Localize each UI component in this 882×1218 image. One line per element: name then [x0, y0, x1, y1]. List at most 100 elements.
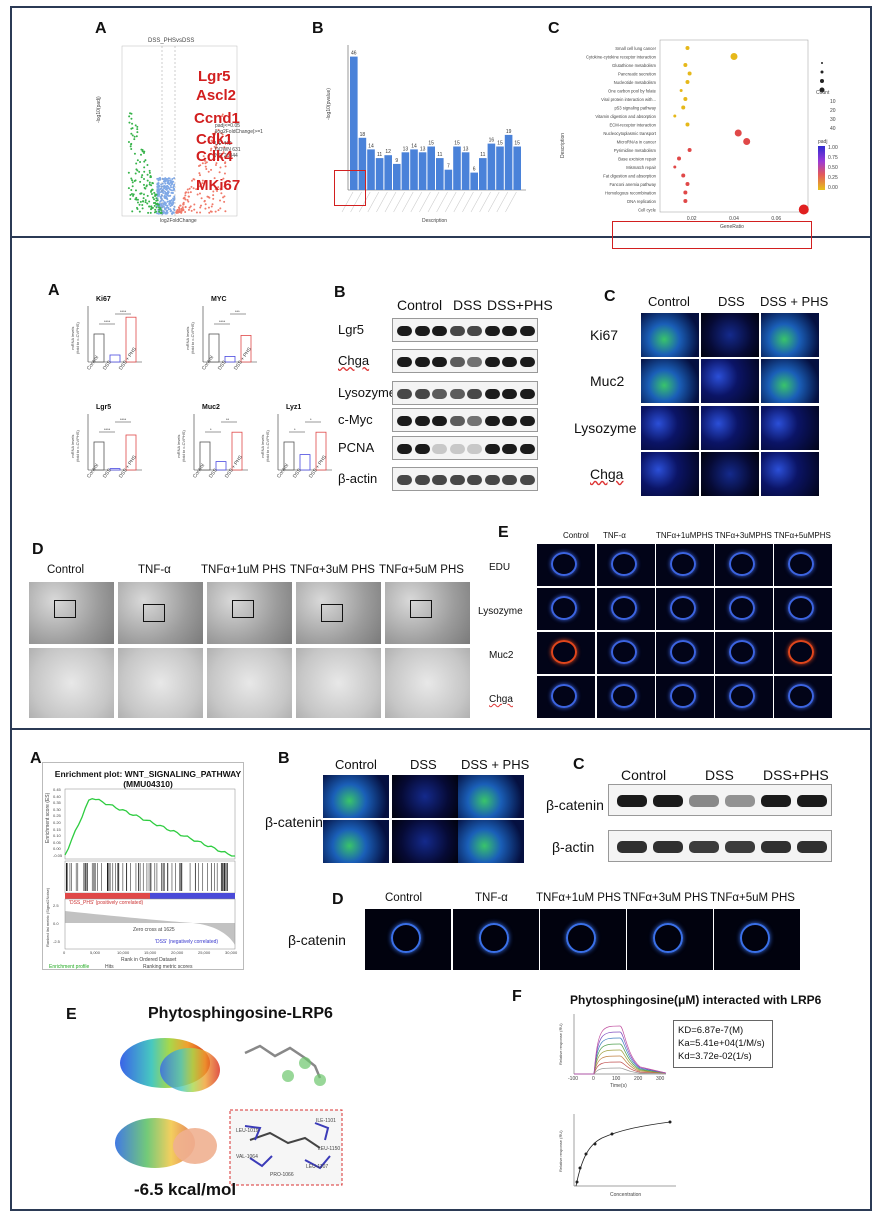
if-header-dss: DSS	[718, 294, 745, 309]
e2-image-tile	[774, 632, 832, 674]
organoid-header: TNFα+1uM PHS	[201, 564, 286, 576]
b3-image-tile	[392, 820, 458, 863]
volcano-point-ns	[164, 182, 167, 185]
b3-image-tile	[458, 775, 524, 818]
volcano-point-ns	[170, 186, 173, 189]
if-image-tile	[761, 359, 819, 403]
kegg-count-20: 20	[830, 108, 836, 114]
e2-header: TNFα+1uMPHS	[656, 531, 713, 540]
c3-band	[797, 795, 827, 807]
wb-band	[449, 444, 465, 454]
e2-image-tile	[537, 632, 595, 674]
wb-band	[484, 444, 500, 454]
volcano-point-up	[193, 178, 196, 181]
go-bar-value: 13	[420, 146, 426, 152]
kegg-dot	[685, 122, 690, 127]
wb-header-dssphs: DSS+PHS	[487, 297, 553, 313]
gene-label-cdk1: Cdk1	[196, 131, 233, 148]
d3-header: Control	[385, 892, 423, 904]
volcano-point-ns	[166, 181, 169, 184]
kegg-dot	[683, 97, 688, 101]
wb-blot-strip	[392, 349, 538, 373]
kegg-padj-title: padj	[818, 139, 828, 145]
volcano-point-down	[146, 173, 149, 176]
volcano-point-up	[221, 156, 224, 159]
volcano-point-ns	[165, 210, 168, 213]
kegg-dot	[730, 53, 738, 60]
spr-curve	[574, 1025, 667, 1075]
volcano-point-down	[144, 201, 147, 204]
organoid-zoom-box	[410, 600, 432, 618]
volcano-point-up	[223, 195, 226, 198]
c3-band	[725, 841, 755, 853]
spr-kd2: Kd=3.72e-02(1/s)	[678, 1051, 752, 1062]
qpcr-bar	[93, 333, 105, 363]
volcano-point-down	[131, 185, 134, 188]
volcano-point-down	[135, 168, 138, 171]
volcano-point-down	[130, 117, 133, 120]
wb-band	[397, 416, 412, 426]
e2-organoid-ring	[788, 596, 814, 620]
volcano-point-down	[141, 174, 144, 177]
e2-image-tile	[656, 544, 714, 586]
qpcr-chart: Muc2 * ** mRNA levels (fold to c-CVPHS) Cont…	[174, 400, 254, 500]
qpcr-svg: **** ****	[87, 414, 142, 471]
volcano-point-up	[204, 203, 207, 206]
volcano-point-ns	[162, 185, 165, 188]
go-bar-value: 18	[360, 132, 366, 138]
if-row-label: Chga	[590, 466, 624, 482]
go-bar	[444, 169, 453, 190]
volcano-point-down	[133, 152, 136, 155]
gsea-es-ylabel: Enrichment score (ES)	[45, 792, 51, 843]
go-bar	[410, 149, 418, 190]
qpcr-svg: ***	[193, 414, 248, 471]
volcano-point-down	[141, 207, 144, 210]
kegg-term-label: Homologous recombination	[605, 191, 657, 196]
volcano-point-down	[134, 124, 137, 127]
go-bar-chart: 46 18 14 11 12 9 13 14 13 15 11 7 15 13 6 11 16 15 19 15 -l…	[326, 40, 530, 225]
e2-organoid-ring	[788, 684, 814, 708]
kegg-term-label: Mismatch repair	[626, 165, 656, 170]
if-header-control: Control	[648, 294, 690, 309]
volcano-point-down	[156, 199, 159, 202]
volcano-point-down	[131, 179, 134, 182]
e2-header: Control	[563, 531, 589, 540]
wb-blot-strip	[392, 408, 538, 432]
volcano-point-down	[144, 199, 147, 202]
d3-image-tile	[540, 909, 626, 970]
volcano-point-up	[219, 207, 222, 210]
volcano-point-ns	[172, 185, 175, 188]
gsea-es-ytick: 0.30	[53, 806, 61, 812]
volcano-point-up	[199, 206, 202, 209]
volcano-point-down	[153, 211, 156, 214]
volcano-point-up	[177, 206, 180, 209]
go-xlabel-tick	[341, 191, 354, 213]
volcano-point-up	[223, 200, 226, 203]
go-xlabel-tick	[496, 191, 509, 213]
volcano-point-up	[203, 200, 206, 203]
qpcr-svg: *******	[202, 306, 257, 363]
gsea-xtick: 20,000	[171, 950, 184, 955]
qpcr-bar	[215, 461, 227, 471]
kegg-count-title: Count	[816, 90, 830, 96]
volcano-point-up	[198, 192, 201, 195]
volcano-point-down	[144, 159, 147, 162]
panel3-e-label: E	[66, 1006, 77, 1023]
qpcr-bar	[283, 441, 295, 471]
volcano-point-down	[143, 186, 146, 189]
volcano-point-up	[201, 182, 204, 185]
volcano-point-down	[131, 122, 134, 125]
go-bar	[375, 158, 384, 190]
volcano-point-down	[131, 210, 134, 213]
volcano-point-up	[195, 211, 198, 214]
wb-band	[432, 389, 447, 399]
volcano-point-up	[214, 163, 217, 166]
volcano-point-ns	[168, 177, 171, 180]
volcano-point-up	[224, 210, 227, 213]
go-xlabel-tick	[350, 191, 362, 213]
volcano-point-up	[219, 199, 222, 202]
panel3-c-label: C	[573, 756, 585, 773]
volcano-point-up	[214, 131, 217, 134]
e2-image-tile	[537, 676, 595, 718]
qpcr-ylabel: mRNA levels (fold to c-CVPHS)	[70, 430, 80, 462]
